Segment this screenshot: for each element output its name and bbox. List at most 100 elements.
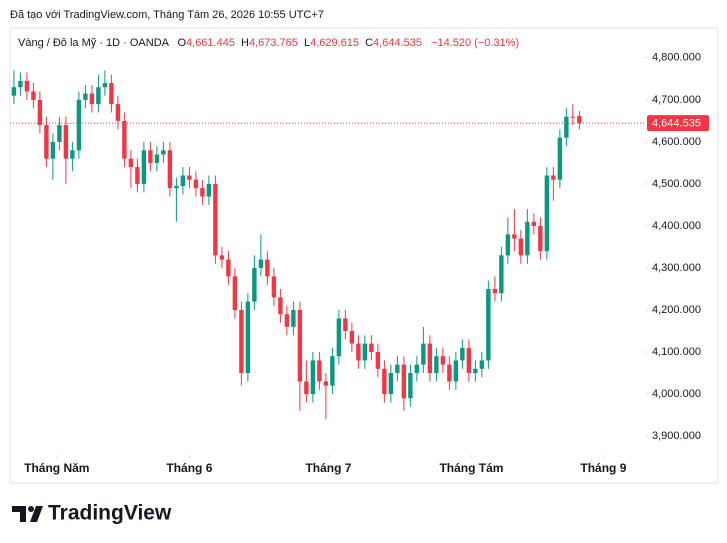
- candle-body: [499, 255, 504, 294]
- candle-body: [486, 288, 491, 361]
- candle-body: [265, 259, 270, 277]
- brand: TradingView: [48, 502, 172, 525]
- candle-body: [252, 267, 257, 302]
- x-tick-label: Tháng Tám: [439, 461, 503, 475]
- logo-icon: [12, 506, 43, 522]
- candle-body: [213, 183, 218, 256]
- x-tick-label: Tháng 9: [580, 461, 626, 475]
- candle-body: [375, 352, 381, 369]
- last-price-box: [647, 115, 709, 132]
- candle-body: [50, 141, 56, 159]
- candle-body: [505, 234, 511, 256]
- legend: Vàng / Đô la Mỹ · 1D · OANDA O4,661.445 …: [18, 37, 519, 49]
- y-tick-label: 4,200.000: [652, 304, 701, 316]
- candle-body: [479, 360, 485, 369]
- candle-body: [525, 221, 530, 256]
- candle-body: [564, 116, 569, 138]
- candle-body: [258, 259, 264, 268]
- candle-body: [356, 343, 361, 361]
- candle-body: [219, 255, 225, 260]
- last-price-label: 4,644.535: [652, 118, 701, 130]
- candle-body: [31, 91, 36, 100]
- x-tick-label: Tháng 6: [166, 461, 212, 475]
- candle-body: [369, 343, 374, 353]
- ohlc-letter: C: [365, 37, 373, 49]
- candle-body: [434, 356, 439, 374]
- candle-body: [11, 87, 17, 96]
- candle-body: [76, 99, 82, 151]
- candle-body: [531, 221, 537, 226]
- chart-frame: [9, 27, 719, 484]
- candle-body: [167, 150, 173, 189]
- candle-body: [317, 360, 322, 382]
- y-tick-label: 4,600.000: [652, 136, 701, 148]
- ohlc-value: 4,661.445: [186, 37, 235, 49]
- candle-body: [232, 276, 238, 311]
- candle-body: [128, 158, 134, 168]
- candle-body: [388, 373, 394, 395]
- candle-body: [382, 368, 387, 395]
- candle-body: [518, 238, 524, 256]
- candle-body: [414, 364, 420, 374]
- candle-body: [148, 150, 153, 163]
- candle-body: [174, 186, 179, 189]
- y-tick-label: 4,700.000: [652, 94, 701, 106]
- candle-body: [193, 179, 199, 189]
- candle-body: [57, 125, 62, 142]
- candle-body: [466, 347, 472, 374]
- candle-body: [206, 183, 212, 197]
- candle-body: [109, 83, 114, 105]
- candle-body: [551, 175, 556, 180]
- candle-body: [291, 310, 296, 327]
- ohlc-value: 4,644.535: [373, 37, 422, 49]
- candle-body: [278, 297, 283, 315]
- candle-body: [200, 188, 205, 197]
- candle-body: [154, 154, 160, 163]
- candle-body: [239, 310, 244, 374]
- x-tick-label: Tháng 7: [305, 461, 351, 475]
- symbol: Vàng / Đô la Mỹ · 1D · OANDA: [18, 37, 170, 49]
- change: −14.520 (−0.31%): [431, 37, 519, 49]
- candle-body: [115, 104, 121, 121]
- candle-body: [460, 347, 465, 361]
- candle-body: [349, 331, 355, 344]
- y-tick-label: 4,300.000: [652, 262, 701, 274]
- ohlc-letter: O: [177, 37, 186, 49]
- candle-body: [245, 301, 251, 374]
- candle-body: [336, 318, 342, 357]
- candle-body: [492, 288, 498, 294]
- candle-body: [577, 116, 582, 124]
- x-tick-label: Tháng Năm: [24, 461, 89, 475]
- created-note: Đã tạo với TradingView.com, Tháng Tám 26…: [10, 9, 324, 21]
- candle-body: [271, 276, 277, 298]
- candle-body: [122, 120, 127, 159]
- logo-dot: [28, 506, 34, 512]
- candle-body: [408, 373, 413, 399]
- candle-body: [538, 225, 543, 252]
- ohlc-letter: H: [241, 37, 249, 49]
- candle-body: [570, 116, 576, 118]
- ohlc-letter: L: [304, 37, 310, 49]
- y-tick-label: 4,800.000: [652, 52, 701, 64]
- candle-body: [161, 150, 166, 155]
- y-tick-label: 4,400.000: [652, 220, 701, 232]
- candle-body: [102, 83, 108, 88]
- y-tick-label: 4,100.000: [652, 346, 701, 358]
- candle-body: [447, 364, 452, 382]
- candle-body: [512, 234, 517, 239]
- candle-body: [310, 360, 316, 395]
- y-tick-label: 4,000.000: [652, 388, 701, 400]
- candle-body: [89, 93, 95, 105]
- candle-body: [557, 137, 563, 180]
- candle-body: [180, 175, 186, 187]
- candle-body: [187, 175, 192, 180]
- ohlc-value: 4,673.765: [249, 37, 298, 49]
- candle-body: [18, 80, 23, 88]
- candle-body: [284, 314, 290, 327]
- candle-body: [44, 125, 49, 159]
- y-tick-label: 4,500.000: [652, 178, 701, 190]
- candle-body: [24, 80, 30, 92]
- candle-body: [421, 343, 426, 365]
- candle-body: [473, 368, 478, 374]
